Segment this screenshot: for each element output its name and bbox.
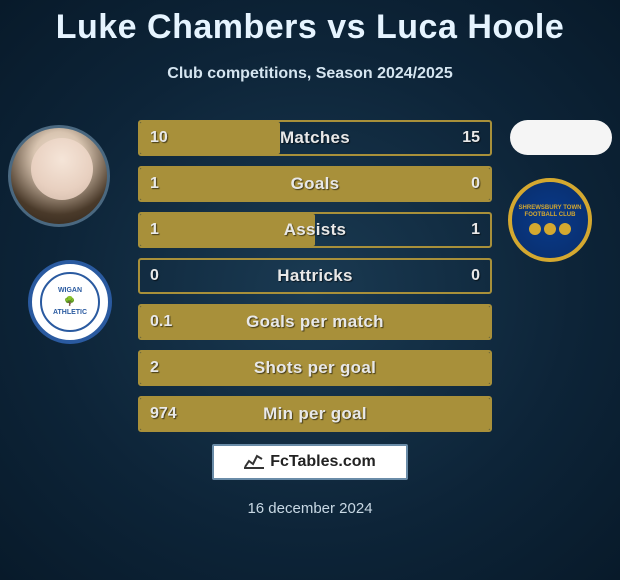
lion-icon bbox=[559, 223, 571, 235]
stat-label: Shots per goal bbox=[138, 350, 492, 386]
stat-row: 974Min per goal bbox=[138, 396, 492, 432]
lion-icon bbox=[544, 223, 556, 235]
fctables-text: FcTables.com bbox=[270, 453, 376, 471]
club-right-text: SHREWSBURY TOWN FOOTBALL CLUB bbox=[512, 205, 588, 219]
fctables-logo: FcTables.com bbox=[212, 444, 408, 480]
stat-row: 0.1Goals per match bbox=[138, 304, 492, 340]
club-left-badge-inner: WIGAN 🌳 ATHLETIC bbox=[40, 272, 100, 332]
stat-label: Matches bbox=[138, 120, 492, 156]
stat-label: Goals bbox=[138, 166, 492, 202]
stat-row: 00Hattricks bbox=[138, 258, 492, 294]
subtitle: Club competitions, Season 2024/2025 bbox=[0, 65, 620, 83]
comparison-bars: 1015Matches 10Goals 11Assists 00Hattricks 0.… bbox=[138, 120, 492, 442]
player-right-avatar bbox=[510, 120, 612, 155]
stat-label: Hattricks bbox=[138, 258, 492, 294]
club-left-badge: WIGAN 🌳 ATHLETIC bbox=[28, 260, 112, 344]
date-text: 16 december 2024 bbox=[0, 500, 620, 517]
club-left-text-bottom: ATHLETIC bbox=[53, 309, 87, 317]
stat-label: Goals per match bbox=[138, 304, 492, 340]
club-left-tree-icon: 🌳 bbox=[64, 297, 75, 307]
lion-icon bbox=[529, 223, 541, 235]
chart-line-icon bbox=[244, 451, 264, 474]
stat-label: Min per goal bbox=[138, 396, 492, 432]
page-title: Luke Chambers vs Luca Hoole bbox=[0, 0, 620, 47]
club-right-lions bbox=[529, 223, 571, 235]
stat-row: 10Goals bbox=[138, 166, 492, 202]
club-left-text-top: WIGAN bbox=[58, 287, 82, 295]
stat-row: 1015Matches bbox=[138, 120, 492, 156]
stat-label: Assists bbox=[138, 212, 492, 248]
player-left-avatar bbox=[8, 125, 110, 227]
stat-row: 11Assists bbox=[138, 212, 492, 248]
club-right-badge: SHREWSBURY TOWN FOOTBALL CLUB bbox=[508, 178, 592, 262]
stat-row: 2Shots per goal bbox=[138, 350, 492, 386]
